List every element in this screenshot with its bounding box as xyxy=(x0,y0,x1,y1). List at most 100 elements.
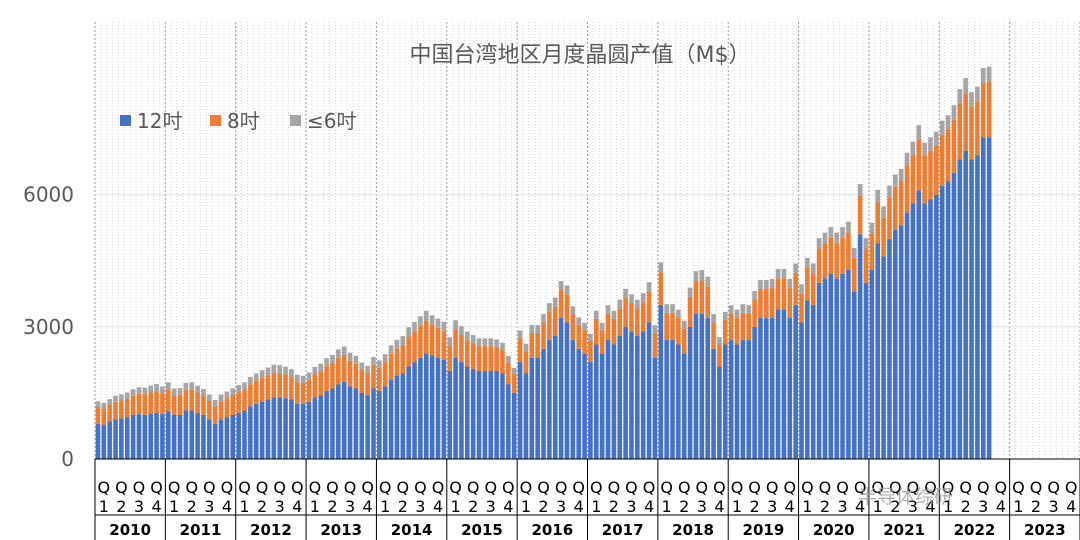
bar-8in xyxy=(341,355,347,382)
bar-8in xyxy=(582,330,587,354)
quarter-label-letter: Q xyxy=(115,478,128,497)
bar-6in xyxy=(957,89,963,104)
bar-6in xyxy=(810,263,816,274)
bar-6in xyxy=(353,355,359,364)
bar-12in xyxy=(945,181,951,459)
quarter-label-number: 1 xyxy=(450,497,460,516)
bar-12in xyxy=(341,381,347,459)
bar-12in xyxy=(476,370,482,459)
quarter-label-number: 3 xyxy=(908,497,918,516)
bar-12in xyxy=(470,368,476,459)
bar-6in xyxy=(722,311,728,320)
bar-12in xyxy=(406,366,411,459)
bar-8in xyxy=(939,134,945,186)
bar-12in xyxy=(207,419,212,459)
bar-6in xyxy=(646,282,652,292)
bar-8in xyxy=(148,392,153,414)
bar-8in xyxy=(916,139,922,191)
quarter-label-number: 1 xyxy=(239,497,249,516)
bar-6in xyxy=(312,366,318,375)
quarter-label-letter: Q xyxy=(502,478,515,497)
bar-6in xyxy=(423,310,429,321)
bar-6in xyxy=(629,294,634,304)
x-axis: Q1Q2Q3Q42010Q1Q2Q3Q42011Q1Q2Q3Q42012Q1Q2… xyxy=(94,458,1080,540)
bar-12in xyxy=(722,344,728,459)
bar-12in xyxy=(699,313,705,459)
bar-6in xyxy=(588,333,593,341)
quarter-label-number: 3 xyxy=(626,497,636,516)
bar-8in xyxy=(177,394,183,415)
bar-8in xyxy=(635,308,640,336)
year-label: 2013 xyxy=(320,521,362,539)
bar-6in xyxy=(541,314,546,323)
bar-12in xyxy=(353,388,359,459)
year-label: 2022 xyxy=(954,521,996,539)
quarter-label-letter: Q xyxy=(783,478,796,497)
bar-8in xyxy=(951,119,957,173)
quarter-label-letter: Q xyxy=(748,478,761,497)
y-tick-label: 0 xyxy=(61,447,74,471)
quarter-label-letter: Q xyxy=(168,478,181,497)
quarter-label-letter: Q xyxy=(889,478,902,497)
bar-8in xyxy=(781,278,787,310)
bar-6in xyxy=(934,131,939,146)
bar-6in xyxy=(605,305,611,314)
bar-8in xyxy=(248,384,253,407)
bar-12in xyxy=(412,362,417,459)
bar-6in xyxy=(681,320,687,329)
bar-6in xyxy=(324,358,329,367)
bar-8in xyxy=(330,362,335,389)
bar-6in xyxy=(382,354,388,363)
bar-8in xyxy=(441,330,447,360)
bar-8in xyxy=(810,273,816,305)
quarter-label-letter: Q xyxy=(854,478,867,497)
bar-8in xyxy=(617,308,623,336)
quarter-label-number: 2 xyxy=(820,497,830,516)
bar-6in xyxy=(746,305,752,314)
bar-12in xyxy=(148,413,153,459)
bar-8in xyxy=(910,155,916,204)
bar-8in xyxy=(476,346,482,371)
quarter-label-letter: Q xyxy=(291,478,304,497)
bar-8in xyxy=(142,394,148,415)
bar-12in xyxy=(136,414,142,459)
legend-label-12: 12吋 xyxy=(137,109,182,133)
bar-6in xyxy=(124,392,130,399)
bar-12in xyxy=(154,412,159,459)
bar-8in xyxy=(652,333,658,358)
quarter-label-number: 2 xyxy=(609,497,619,516)
bar-6in xyxy=(294,374,300,382)
quarter-label-number: 2 xyxy=(116,497,126,516)
chart-title: 中国台湾地区月度晶圆产值（M$） xyxy=(410,43,751,68)
quarter-label-number: 4 xyxy=(996,497,1006,516)
bar-8in xyxy=(799,293,804,323)
bar-12in xyxy=(646,322,652,459)
bar-6in xyxy=(676,309,681,319)
bar-12in xyxy=(939,185,945,459)
quarter-label-number: 3 xyxy=(345,497,355,516)
bar-6in xyxy=(107,399,112,405)
bar-6in xyxy=(523,343,529,352)
bar-12in xyxy=(388,379,394,459)
bar-8in xyxy=(336,357,341,385)
quarter-label-number: 1 xyxy=(99,497,109,516)
bar-8in xyxy=(377,367,382,391)
bar-12in xyxy=(435,357,441,459)
bar-8in xyxy=(828,237,834,274)
bar-12in xyxy=(400,373,406,459)
bar-6in xyxy=(517,330,523,339)
year-label: 2014 xyxy=(391,521,433,539)
quarter-label-letter: Q xyxy=(1047,478,1060,497)
bar-12in xyxy=(541,348,546,459)
bar-12in xyxy=(107,421,112,459)
quarter-label-letter: Q xyxy=(660,478,673,497)
bar-12in xyxy=(294,403,300,459)
bar-12in xyxy=(787,318,793,459)
bar-6in xyxy=(969,92,974,107)
bar-8in xyxy=(834,243,839,279)
bar-12in xyxy=(142,414,148,459)
bar-12in xyxy=(975,155,980,460)
bar-8in xyxy=(382,362,388,387)
quarter-label-number: 2 xyxy=(890,497,900,516)
bar-6in xyxy=(734,309,740,319)
